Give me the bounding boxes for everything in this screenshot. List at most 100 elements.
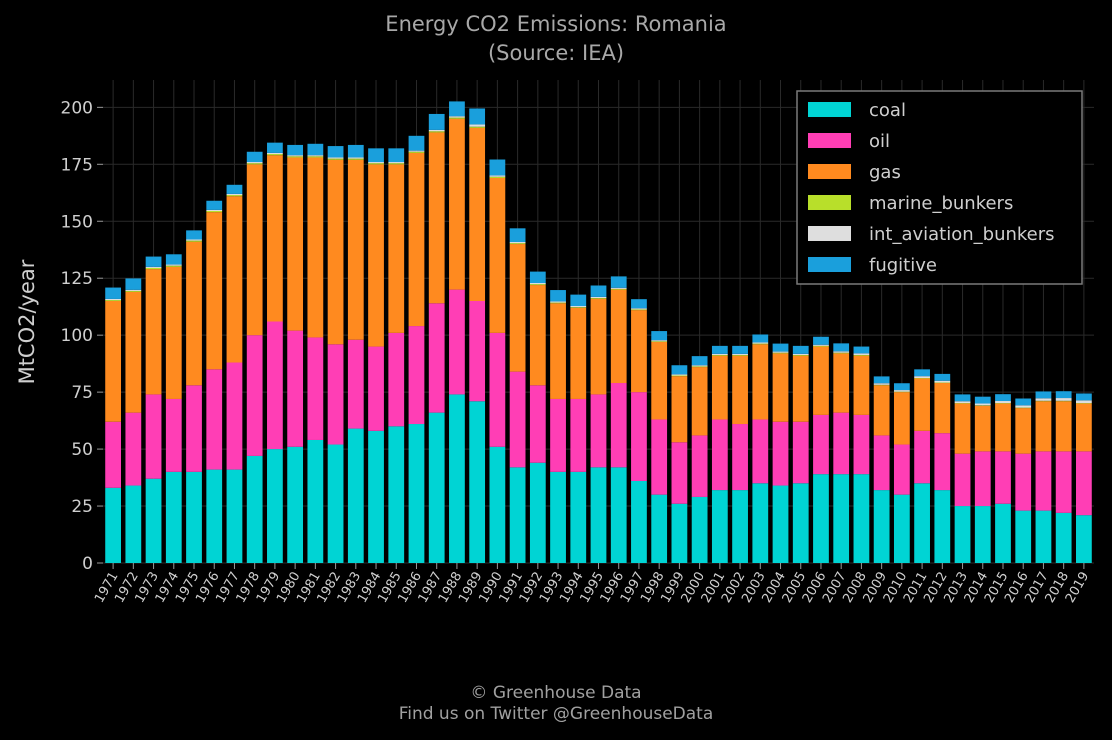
bar-segment-fugitive — [165, 254, 182, 265]
bar-segment-int_aviation_bunkers — [489, 175, 506, 177]
bar-segment-marine_bunkers — [509, 243, 526, 245]
bar-segment-int_aviation_bunkers — [550, 301, 566, 303]
bar-segment-marine_bunkers — [529, 284, 546, 286]
legend-label-gas: gas — [869, 162, 901, 183]
bar-segment-gas — [934, 383, 951, 434]
bar-segment-int_aviation_bunkers — [145, 266, 162, 268]
bar-segment-oil — [145, 394, 162, 479]
bar-segment-gas — [368, 164, 384, 347]
bar-segment-gas — [732, 355, 748, 425]
y-tick-label: 0 — [82, 554, 93, 574]
bar-segment-gas — [327, 159, 344, 345]
bar-segment-marine_bunkers — [368, 163, 384, 165]
bar-segment-fugitive — [529, 271, 546, 283]
bar-segment-fugitive — [428, 113, 445, 130]
legend-swatch-gas — [808, 164, 851, 179]
bar-segment-oil — [1035, 451, 1052, 511]
bar-segment-gas — [995, 403, 1011, 452]
bar-segment-coal — [954, 506, 971, 563]
bar-segment-gas — [974, 405, 991, 452]
bar-segment-int_aviation_bunkers — [934, 380, 951, 383]
bar-segment-fugitive — [752, 334, 769, 343]
bar-segment-coal — [671, 503, 688, 563]
bar-segment-fugitive — [610, 276, 627, 288]
y-tick-label: 50 — [71, 440, 93, 460]
bar-segment-oil — [388, 332, 405, 427]
bar-segment-int_aviation_bunkers — [1035, 398, 1052, 401]
bar-segment-gas — [469, 127, 486, 301]
bar-segment-oil — [934, 433, 951, 491]
bar-segment-gas — [529, 285, 546, 386]
bar-segment-fugitive — [408, 135, 425, 151]
bar-segment-coal — [893, 494, 910, 563]
bar-segment-coal — [732, 490, 748, 563]
bar-segment-gas — [914, 378, 930, 431]
bar-segment-marine_bunkers — [732, 354, 748, 356]
bar-segment-gas — [691, 367, 708, 436]
bar-segment-int_aviation_bunkers — [974, 403, 991, 406]
bar-segment-coal — [1076, 515, 1092, 563]
bar-segment-coal — [1015, 510, 1032, 563]
bars — [105, 101, 1092, 563]
bar-segment-int_aviation_bunkers — [570, 306, 587, 308]
bar-segment-coal — [489, 446, 506, 563]
bar-segment-gas — [287, 157, 304, 331]
bar-segment-fugitive — [347, 144, 364, 158]
bar-segment-marine_bunkers — [428, 131, 445, 133]
bar-segment-int_aviation_bunkers — [893, 390, 910, 392]
bar-segment-fugitive — [267, 142, 283, 153]
bar-segment-marine_bunkers — [752, 343, 769, 345]
bar-segment-oil — [914, 430, 930, 484]
bar-segment-marine_bunkers — [388, 163, 405, 165]
legend-label-coal: coal — [869, 100, 906, 121]
bar-segment-fugitive — [711, 345, 728, 354]
bar-segment-gas — [428, 132, 445, 304]
bar-segment-fugitive — [853, 346, 870, 354]
bar-segment-gas — [1015, 408, 1032, 454]
bar-segment-coal — [610, 467, 627, 563]
bar-segment-int_aviation_bunkers — [509, 241, 526, 244]
bar-segment-int_aviation_bunkers — [327, 157, 344, 159]
bar-segment-marine_bunkers — [105, 300, 121, 301]
bar-segment-int_aviation_bunkers — [246, 162, 263, 164]
bar-segment-fugitive — [954, 394, 971, 402]
bar-segment-gas — [1035, 401, 1052, 452]
bar-segment-oil — [307, 337, 324, 440]
bar-segment-oil — [408, 326, 425, 425]
bar-segment-fugitive — [631, 299, 647, 309]
bar-segment-oil — [1015, 453, 1032, 511]
bar-segment-coal — [469, 401, 486, 563]
chart-subtitle: (Source: IEA) — [487, 41, 625, 65]
bar-segment-gas — [449, 118, 465, 290]
bar-segment-int_aviation_bunkers — [1015, 405, 1032, 408]
bar-segment-marine_bunkers — [125, 290, 142, 292]
bar-segment-oil — [954, 453, 971, 507]
bar-segment-coal — [792, 483, 809, 563]
bar-segment-oil — [752, 419, 769, 484]
bar-segment-oil — [893, 444, 910, 495]
bar-segment-oil — [873, 435, 890, 491]
bar-segment-int_aviation_bunkers — [914, 376, 930, 379]
bar-segment-marine_bunkers — [833, 352, 850, 354]
bar-segment-coal — [995, 503, 1011, 563]
bar-segment-fugitive — [145, 256, 162, 267]
bar-segment-marine_bunkers — [853, 354, 870, 356]
bar-segment-coal — [449, 394, 465, 563]
bar-segment-marine_bunkers — [246, 163, 263, 165]
bar-segment-coal — [186, 471, 202, 563]
bar-segment-int_aviation_bunkers — [165, 264, 182, 266]
bar-segment-gas — [1055, 401, 1072, 452]
bar-segment-oil — [974, 451, 991, 507]
bar-segment-coal — [833, 474, 850, 563]
bar-segment-int_aviation_bunkers — [449, 116, 465, 118]
bar-segment-coal — [206, 469, 223, 563]
bar-segment-int_aviation_bunkers — [529, 282, 546, 285]
y-axis-label: MtCO2/year — [15, 259, 39, 384]
bar-segment-coal — [307, 439, 324, 563]
bar-segment-marine_bunkers — [206, 211, 223, 213]
bar-segment-int_aviation_bunkers — [792, 353, 809, 355]
bar-segment-gas — [893, 392, 910, 445]
bar-segment-gas — [408, 152, 425, 327]
bar-segment-int_aviation_bunkers — [954, 401, 971, 404]
